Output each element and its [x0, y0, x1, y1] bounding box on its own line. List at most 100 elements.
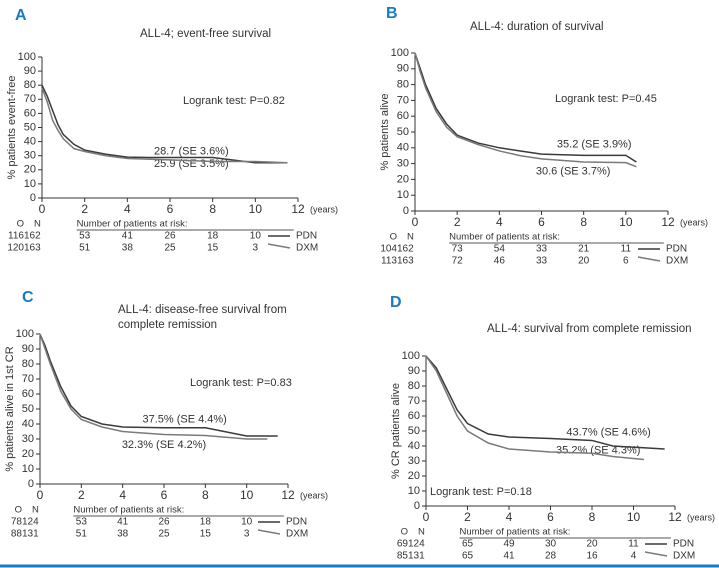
logrank: Logrank test: P=0.18	[430, 486, 532, 498]
x-tick-label: 0	[37, 488, 44, 502]
legend-label: DXM	[296, 243, 318, 254]
y-tick-label: 70	[408, 395, 420, 407]
y-tick-label: 80	[22, 358, 34, 370]
at-risk: 65	[462, 539, 474, 550]
y-tick-label: 30	[397, 158, 409, 170]
at-risk: 41	[122, 231, 134, 242]
x-tick-label: 8	[202, 488, 209, 502]
legend-swatch	[637, 256, 661, 262]
annotation: 30.6 (SE 3.7%)	[536, 165, 611, 177]
y-tick-label: 40	[408, 440, 420, 452]
x-tick-label: 6	[167, 202, 174, 216]
at-risk: 10	[250, 231, 262, 242]
y-tick-label: 40	[397, 142, 409, 154]
at-risk: 4	[631, 551, 637, 562]
chart-title: ALL-4: disease-free survival from comple…	[118, 304, 287, 331]
y-tick-label: 20	[397, 173, 409, 185]
patients: 163	[24, 243, 41, 254]
y-tick-label: 100	[391, 47, 409, 59]
events: 69	[397, 539, 409, 550]
patients: 124	[408, 539, 425, 550]
y-axis-label: % patients alive	[379, 93, 391, 170]
y-tick-label: 80	[397, 79, 409, 91]
events: 85	[397, 551, 409, 562]
patients: 131	[408, 551, 425, 562]
y-tick-label: 90	[408, 365, 420, 377]
legend-label: PDN	[286, 517, 307, 528]
panel-label: B	[386, 5, 398, 22]
y-tick-label: 80	[24, 79, 36, 91]
o-header: O	[17, 219, 24, 230]
x-tick-label: 0	[412, 215, 419, 229]
y-tick-label: 60	[408, 410, 420, 422]
at-risk: 38	[117, 529, 129, 540]
x-tick-label: 0	[423, 510, 430, 524]
y-tick-label: 60	[24, 107, 36, 119]
at-risk: 11	[628, 539, 639, 550]
logrank: Logrank test: P=0.82	[183, 95, 285, 107]
x-tick-label: 12	[281, 488, 295, 502]
legend-swatch	[257, 529, 281, 535]
logrank: Logrank test: P=0.45	[555, 93, 657, 105]
y-tick-label: 80	[408, 380, 420, 392]
annotation: 35.2 (SE 3.9%)	[557, 139, 632, 151]
patients: 162	[397, 244, 414, 255]
at-risk: 10	[241, 517, 253, 528]
y-tick-label: 90	[24, 65, 36, 77]
at-risk: 3	[244, 529, 250, 540]
at-risk: 28	[545, 551, 557, 562]
risk-header: Number of patients at risk:	[449, 232, 560, 243]
x-tick-label: 6	[547, 510, 554, 524]
y-axis-label: % patients alive in 1st CR	[4, 346, 16, 471]
at-risk: 26	[164, 231, 176, 242]
events: 113	[381, 256, 397, 267]
y-tick-label: 50	[408, 425, 420, 437]
y-tick-label: 90	[397, 63, 409, 75]
at-risk: 51	[79, 243, 91, 254]
at-risk: 53	[76, 517, 88, 528]
x-tick-label: 4	[124, 202, 131, 216]
y-tick-label: 40	[22, 418, 34, 430]
y-tick-label: 20	[24, 164, 36, 176]
legend-label: DXM	[673, 551, 695, 562]
x-tick-label: 10	[249, 202, 263, 216]
survival-curve	[39, 333, 268, 440]
x-tick-label: 12	[291, 202, 305, 216]
y-tick-label: 70	[397, 94, 409, 106]
at-risk: 18	[200, 517, 212, 528]
survival-curve	[41, 84, 288, 164]
x-tick-label: 4	[496, 215, 503, 229]
x-tick-label: 12	[661, 215, 675, 229]
at-risk: 20	[586, 539, 598, 550]
events: 104	[380, 244, 397, 255]
at-risk: 54	[494, 244, 506, 255]
n-header: N	[32, 505, 39, 516]
at-risk: 46	[494, 256, 506, 267]
y-tick-label: 10	[408, 485, 420, 497]
chart-title: ALL-4: duration of survival	[470, 21, 604, 33]
y-tick-label: 70	[22, 373, 34, 385]
risk-header: Number of patients at risk:	[460, 527, 571, 538]
at-risk: 18	[207, 231, 219, 242]
o-header: O	[15, 505, 22, 516]
x-tick-label: 2	[454, 215, 461, 229]
at-risk: 20	[578, 256, 590, 267]
at-risk: 41	[503, 551, 515, 562]
panel-label: A	[15, 7, 27, 24]
x-tick-label: 10	[240, 488, 254, 502]
x-tick-label: 0	[39, 202, 46, 216]
y-tick-label: 100	[16, 328, 34, 340]
survival-curve	[425, 355, 665, 450]
annotation: 37.5% (SE 4.4%)	[142, 413, 226, 425]
x-axis-label: (years)	[680, 217, 708, 227]
x-axis-label: (years)	[687, 512, 715, 522]
at-risk: 53	[79, 231, 91, 242]
y-tick-label: 30	[24, 150, 36, 162]
y-tick-label: 60	[397, 110, 409, 122]
x-tick-label: 6	[538, 215, 545, 229]
annotation: 32.3% (SE 4.2%)	[122, 439, 206, 451]
legend-label: PDN	[673, 539, 694, 550]
at-risk: 15	[200, 529, 212, 540]
